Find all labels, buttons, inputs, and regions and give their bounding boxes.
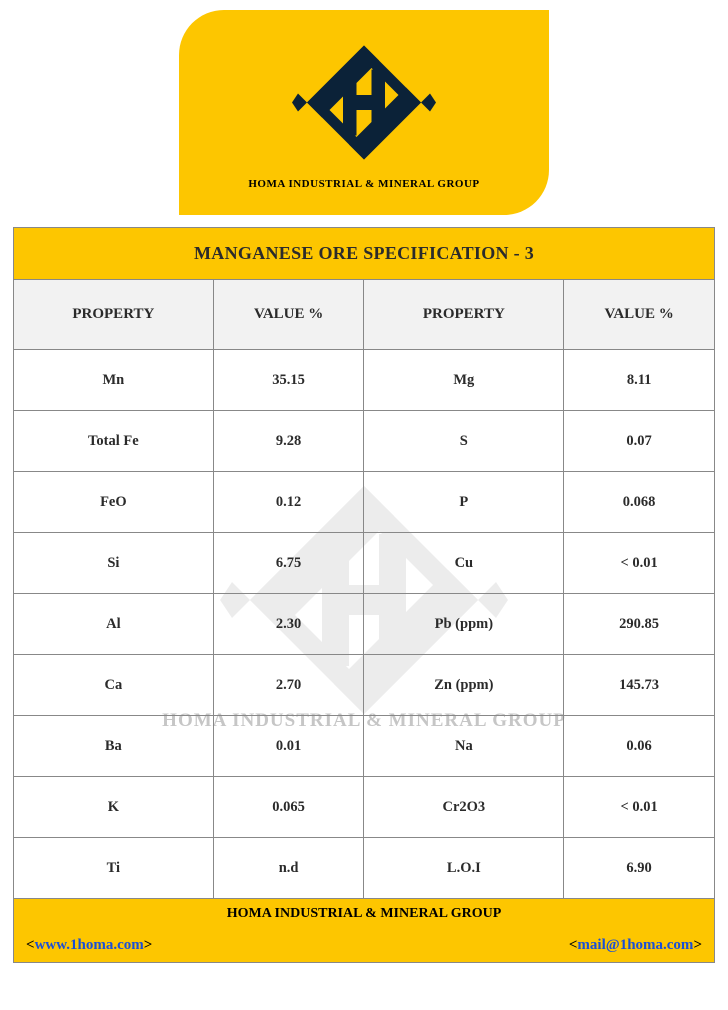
value-cell: 0.12 [213,472,364,533]
property-cell: Al [14,594,214,655]
property-cell: P [364,472,564,533]
property-cell: Zn (ppm) [364,655,564,716]
property-cell: Ca [14,655,214,716]
property-cell: Si [14,533,214,594]
value-cell: 35.15 [213,350,364,411]
footer-company-row: HOMA INDUSTRIAL & MINERAL GROUP [14,899,715,929]
homa-logo-icon [289,35,439,170]
table-row: Ca2.70Zn (ppm)145.73 [14,655,715,716]
value-cell: 290.85 [564,594,715,655]
value-cell: 145.73 [564,655,715,716]
value-cell: 0.07 [564,411,715,472]
table-row: Total Fe9.28S0.07 [14,411,715,472]
table-title-row: MANGANESE ORE SPECIFICATION - 3 [14,228,715,280]
value-cell: 2.30 [213,594,364,655]
value-cell: 8.11 [564,350,715,411]
property-cell: Mn [14,350,214,411]
property-cell: Total Fe [14,411,214,472]
property-cell: S [364,411,564,472]
property-cell: Mg [364,350,564,411]
table-row: FeO0.12P0.068 [14,472,715,533]
property-cell: Na [364,716,564,777]
value-cell: 2.70 [213,655,364,716]
value-cell: 0.06 [564,716,715,777]
property-cell: Ti [14,838,214,899]
specification-table: MANGANESE ORE SPECIFICATION - 3 PROPERTY… [13,227,715,963]
footer-website[interactable]: <www.1homa.com> [26,937,152,954]
table-title: MANGANESE ORE SPECIFICATION - 3 [14,228,715,280]
footer-links-cell: <www.1homa.com> <mail@1homa.com> [14,929,715,963]
property-cell: K [14,777,214,838]
value-cell: 0.01 [213,716,364,777]
property-cell: Pb (ppm) [364,594,564,655]
property-cell: L.O.I [364,838,564,899]
table-row: Ba0.01Na0.06 [14,716,715,777]
table-row: K0.065Cr2O3< 0.01 [14,777,715,838]
table-header-row: PROPERTY VALUE % PROPERTY VALUE % [14,280,715,350]
column-header: PROPERTY [14,280,214,350]
property-cell: FeO [14,472,214,533]
value-cell: 0.068 [564,472,715,533]
property-cell: Ba [14,716,214,777]
column-header: VALUE % [564,280,715,350]
property-cell: Cr2O3 [364,777,564,838]
column-header: VALUE % [213,280,364,350]
value-cell: < 0.01 [564,533,715,594]
logo-caption: HOMA INDUSTRIAL & MINERAL GROUP [248,178,479,190]
logo-panel: HOMA INDUSTRIAL & MINERAL GROUP [179,10,549,215]
property-cell: Cu [364,533,564,594]
value-cell: 0.065 [213,777,364,838]
value-cell: n.d [213,838,364,899]
table-row: Al2.30Pb (ppm)290.85 [14,594,715,655]
value-cell: 6.75 [213,533,364,594]
table-row: Mn35.15Mg8.11 [14,350,715,411]
footer-company: HOMA INDUSTRIAL & MINERAL GROUP [14,899,715,929]
value-cell: 6.90 [564,838,715,899]
footer-email[interactable]: <mail@1homa.com> [569,937,702,954]
table-row: Tin.dL.O.I6.90 [14,838,715,899]
value-cell: 9.28 [213,411,364,472]
table-row: Si6.75Cu< 0.01 [14,533,715,594]
column-header: PROPERTY [364,280,564,350]
value-cell: < 0.01 [564,777,715,838]
footer-links-row: <www.1homa.com> <mail@1homa.com> [14,929,715,963]
